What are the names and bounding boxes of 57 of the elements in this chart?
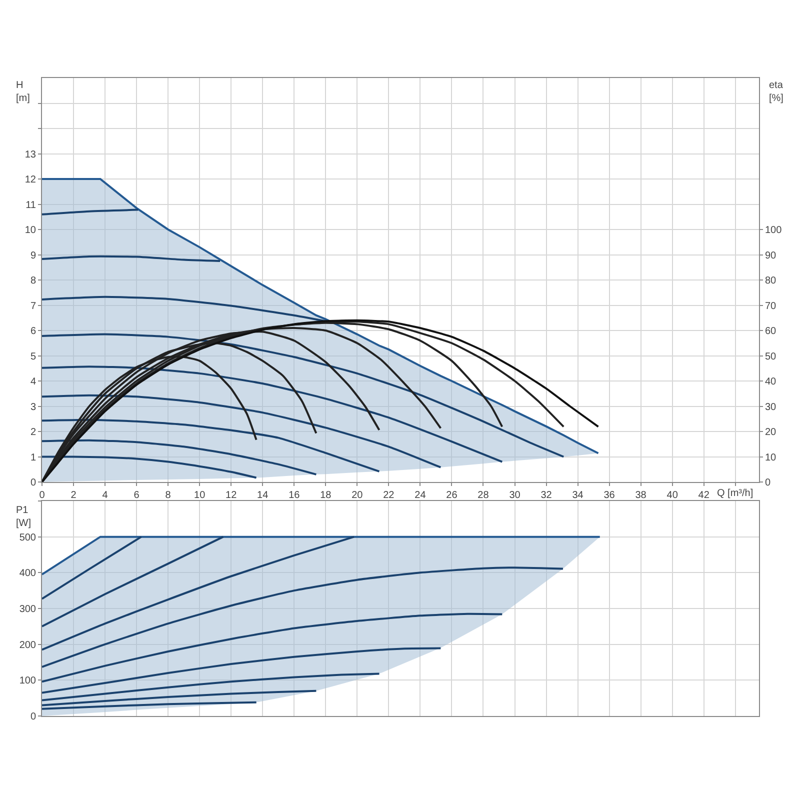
- y-tick-label: 7: [30, 300, 36, 312]
- x-tick-label: 36: [604, 490, 616, 501]
- x-tick-label: 30: [509, 490, 521, 501]
- y-tick-label: 5: [30, 351, 36, 362]
- y2-axis-title: eta [%]: [769, 80, 784, 104]
- y-tick-label: 300: [19, 604, 36, 615]
- x-axis-title: Q [m³/h]: [717, 488, 754, 499]
- x-tick-label: 10: [194, 490, 206, 501]
- x-tick-label: 34: [572, 490, 584, 501]
- y-tick-label: 200: [19, 640, 36, 651]
- x-tick-label: 20: [352, 490, 364, 501]
- y-axis-title: H [m]: [16, 80, 30, 104]
- y-tick-label: 13: [24, 149, 36, 160]
- x-tick-label: 40: [666, 490, 678, 501]
- y2-tick-label: 0: [765, 478, 771, 488]
- y2-tick-label: 60: [765, 326, 777, 337]
- y-tick-label: 4: [30, 376, 36, 388]
- y-tick-label: 1: [30, 452, 36, 464]
- x-tick-label: 24: [414, 490, 426, 501]
- y-tick-label: 400: [19, 568, 36, 580]
- y2-tick-label: 50: [765, 351, 777, 362]
- y-tick-label: 3: [30, 402, 36, 413]
- x-tick-label: 2: [70, 490, 77, 501]
- y2-tick-label: 10: [765, 452, 777, 464]
- x-tick-label: 8: [165, 490, 172, 501]
- y-tick-label: 9: [30, 250, 36, 262]
- x-tick-label: 12: [226, 490, 238, 501]
- y-tick-label: 12: [24, 174, 36, 186]
- x-tick-label: 22: [383, 490, 395, 501]
- y-tick-label: 6: [30, 326, 36, 337]
- y-tick-label: 2: [30, 427, 36, 438]
- y-tick-label: 11: [26, 200, 36, 211]
- y-tick-label: 0: [30, 712, 36, 722]
- y-axis-title: P1 [W]: [16, 505, 32, 529]
- x-tick-label: 42: [698, 490, 710, 501]
- y-tick-label: 500: [19, 532, 36, 544]
- y2-tick-label: 70: [765, 300, 777, 312]
- x-tick-label: 6: [134, 490, 140, 501]
- y2-tick-label: 20: [765, 427, 777, 438]
- y-tick-label: 100: [19, 676, 36, 687]
- y-tick-label: 10: [24, 225, 36, 236]
- x-tick-label: 18: [320, 490, 332, 501]
- x-tick-label: 26: [446, 490, 458, 501]
- x-tick-label: 38: [635, 490, 647, 501]
- x-tick-label: 0: [39, 490, 46, 501]
- y2-tick-label: 30: [765, 402, 777, 413]
- y-tick-label: 8: [30, 276, 36, 286]
- y-tick-label: 0: [30, 478, 36, 488]
- y2-tick-label: 90: [765, 250, 777, 262]
- y2-tick-label: 40: [765, 376, 777, 388]
- y2-tick-label: 80: [765, 276, 777, 286]
- x-tick-label: 16: [288, 490, 300, 501]
- y2-tick-label: 100: [765, 225, 782, 236]
- x-tick-label: 32: [540, 490, 552, 501]
- x-tick-label: 4: [102, 490, 108, 501]
- x-tick-label: 28: [478, 490, 490, 501]
- x-tick-label: 14: [257, 490, 269, 501]
